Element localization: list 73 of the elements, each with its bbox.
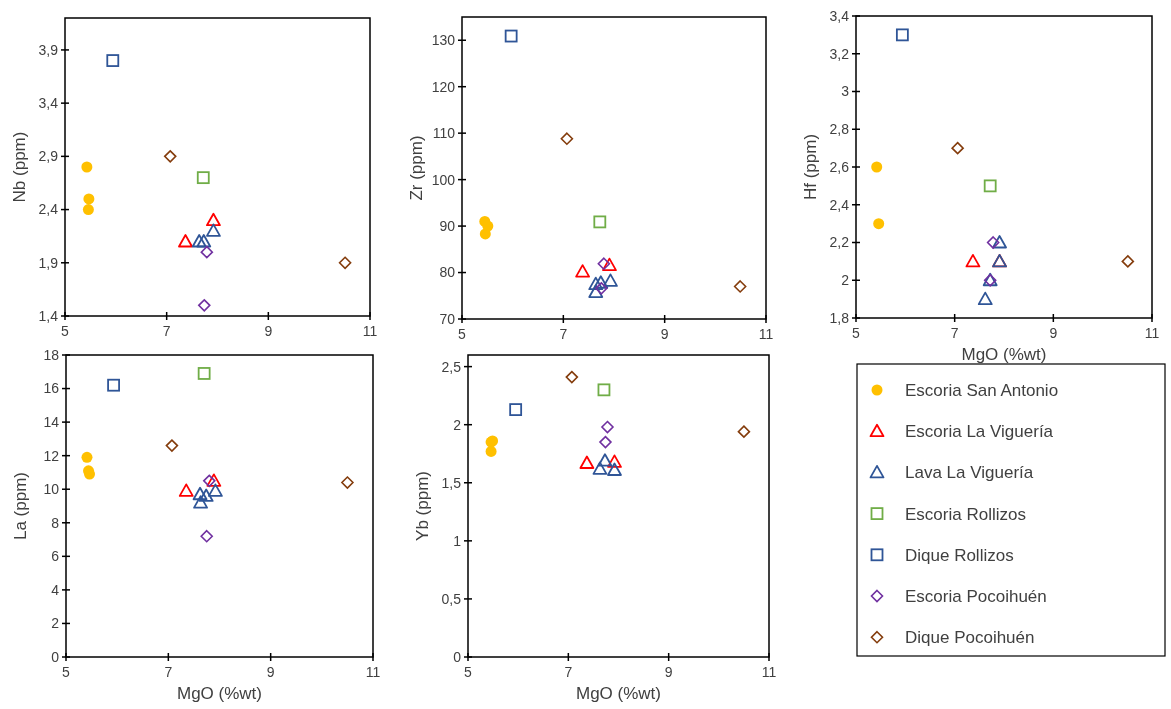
legend-label: Escoria Pocoihuén bbox=[905, 586, 1047, 606]
y-tick-label: 3,4 bbox=[829, 7, 850, 24]
x-tick-label: 5 bbox=[464, 664, 473, 680]
y-tick-label: 0,5 bbox=[441, 590, 462, 607]
y-axis-title: La (ppm) bbox=[11, 471, 30, 541]
x-tick-label: 7 bbox=[950, 325, 959, 341]
legend-label: Dique Rollizos bbox=[905, 545, 1014, 565]
y-tick-label: 2 bbox=[841, 272, 850, 289]
y-tick-label: 0 bbox=[51, 648, 60, 665]
y-tick-label: 90 bbox=[439, 217, 456, 234]
y-tick-label: 3 bbox=[841, 83, 850, 100]
y-tick-label: 18 bbox=[43, 346, 60, 363]
x-tick-label: 7 bbox=[164, 664, 173, 680]
y-tick-label: 2,4 bbox=[38, 201, 59, 218]
legend-label: Escoria San Antonio bbox=[905, 380, 1059, 400]
x-axis-title: MgO (%wt) bbox=[177, 684, 262, 703]
x-tick-label: 7 bbox=[162, 323, 171, 339]
y-tick-label: 6 bbox=[51, 548, 60, 565]
x-tick-label: 11 bbox=[1144, 325, 1160, 341]
y-tick-label: 12 bbox=[43, 447, 60, 464]
y-tick-label: 2,5 bbox=[441, 358, 462, 375]
x-tick-label: 5 bbox=[62, 664, 71, 680]
x-tick-label: 11 bbox=[761, 664, 777, 680]
y-tick-label: 1,4 bbox=[38, 307, 59, 324]
x-axis-title: MgO (%wt) bbox=[576, 684, 661, 703]
y-tick-label: 2,8 bbox=[829, 121, 850, 138]
y-tick-label: 8 bbox=[51, 514, 60, 531]
y-axis-title: Hf (ppm) bbox=[801, 133, 820, 201]
y-axis-title: Nb (ppm) bbox=[10, 131, 29, 203]
x-tick-label: 9 bbox=[264, 323, 273, 339]
y-tick-label: 3,4 bbox=[38, 95, 59, 112]
x-tick-label: 7 bbox=[564, 664, 573, 680]
y-tick-label: 2,2 bbox=[829, 234, 850, 251]
x-tick-label: 5 bbox=[61, 323, 70, 339]
y-tick-label: 2,6 bbox=[829, 158, 850, 175]
legend-label: Lava La Viguería bbox=[905, 463, 1034, 483]
legend-label: Escoria La Viguería bbox=[905, 422, 1054, 442]
y-tick-label: 110 bbox=[432, 125, 456, 142]
legend-label: Dique Pocoihuén bbox=[905, 628, 1035, 648]
x-tick-label: 11 bbox=[362, 323, 378, 339]
x-tick-label: 9 bbox=[1049, 325, 1058, 341]
y-tick-label: 1,8 bbox=[829, 309, 850, 326]
y-tick-label: 1 bbox=[453, 532, 462, 549]
x-axis-title: MgO (%wt) bbox=[961, 345, 1047, 364]
y-tick-label: 16 bbox=[43, 380, 60, 397]
y-axis-title: Zr (ppm) bbox=[407, 135, 426, 201]
x-tick-label: 7 bbox=[559, 326, 568, 342]
y-tick-label: 2,9 bbox=[38, 148, 59, 165]
y-tick-label: 80 bbox=[439, 264, 456, 281]
y-tick-label: 1,5 bbox=[441, 474, 462, 491]
y-tick-label: 1,9 bbox=[38, 254, 59, 271]
x-tick-label: 11 bbox=[365, 664, 381, 680]
x-tick-label: 9 bbox=[664, 664, 673, 680]
x-tick-label: 5 bbox=[852, 325, 861, 341]
y-tick-label: 4 bbox=[51, 581, 60, 598]
y-tick-label: 130 bbox=[431, 32, 456, 49]
x-tick-label: 5 bbox=[458, 326, 467, 342]
y-tick-label: 10 bbox=[43, 481, 60, 498]
y-tick-label: 14 bbox=[43, 414, 60, 431]
y-tick-label: 3,9 bbox=[38, 41, 59, 58]
y-axis-title: Yb (ppm) bbox=[413, 471, 432, 541]
y-tick-label: 2 bbox=[453, 416, 462, 433]
y-tick-label: 2,4 bbox=[829, 196, 850, 213]
x-tick-label: 9 bbox=[266, 664, 275, 680]
x-tick-label: 9 bbox=[660, 326, 669, 342]
x-tick-label: 11 bbox=[758, 326, 774, 342]
y-tick-label: 0 bbox=[453, 648, 462, 665]
y-tick-label: 2 bbox=[51, 615, 60, 632]
y-tick-label: 120 bbox=[431, 78, 456, 95]
y-tick-label: 70 bbox=[439, 310, 456, 327]
y-tick-label: 100 bbox=[431, 171, 456, 188]
y-tick-label: 3,2 bbox=[829, 45, 850, 62]
legend-label: Escoria Rollizos bbox=[905, 504, 1026, 524]
